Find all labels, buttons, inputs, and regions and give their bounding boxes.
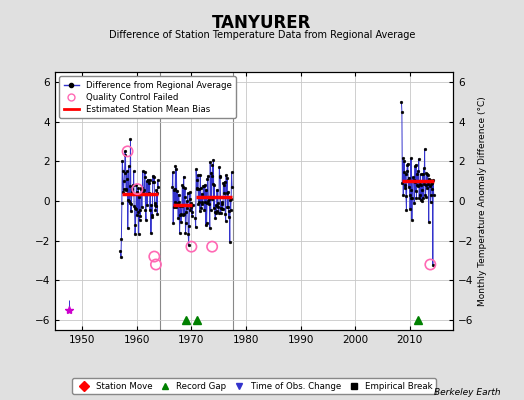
Point: [426, 261, 434, 268]
Point: [187, 244, 195, 250]
Text: Berkeley Earth: Berkeley Earth: [434, 388, 500, 397]
Text: Difference of Station Temperature Data from Regional Average: Difference of Station Temperature Data f…: [109, 30, 415, 40]
Legend: Station Move, Record Gap, Time of Obs. Change, Empirical Break: Station Move, Record Gap, Time of Obs. C…: [72, 378, 436, 394]
Point: [152, 261, 160, 268]
Point: [150, 253, 158, 260]
Y-axis label: Monthly Temperature Anomaly Difference (°C): Monthly Temperature Anomaly Difference (…: [478, 96, 487, 306]
Point: [133, 186, 141, 192]
Point: [208, 244, 216, 250]
Point: [123, 148, 132, 154]
Text: TANYURER: TANYURER: [212, 14, 312, 32]
